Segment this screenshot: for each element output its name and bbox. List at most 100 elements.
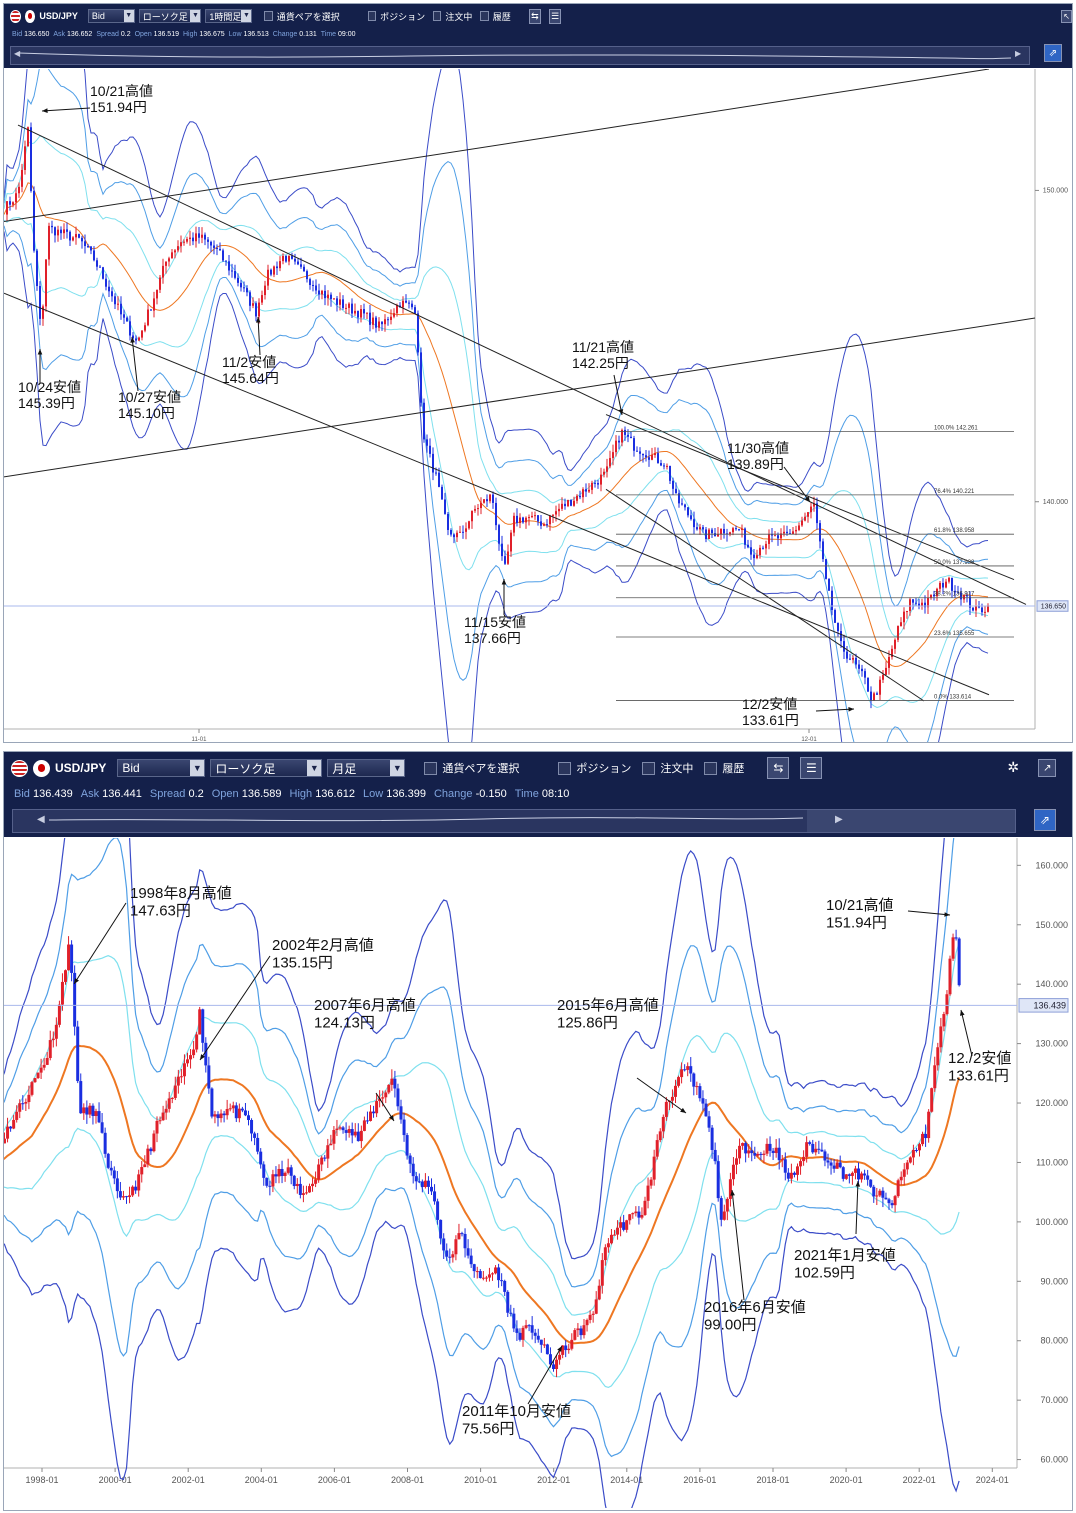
candle-body [456, 532, 458, 538]
scroll-right-icon[interactable]: ▶ [1015, 49, 1022, 58]
fibonacci-level-label: 0.0% 133.614 [934, 695, 972, 701]
select-pair-checkbox[interactable] [264, 11, 273, 21]
chart-settings-icon[interactable]: ☰ [549, 8, 562, 24]
candle-body [540, 521, 542, 526]
candle-body [384, 319, 386, 325]
timeframe-select[interactable]: 月足 ▼ [327, 759, 406, 777]
candle-body [207, 1065, 211, 1089]
candle-body [360, 309, 362, 318]
candle-body [228, 1108, 232, 1110]
candle-body [719, 1198, 723, 1220]
annotation-arrow [855, 1180, 859, 1235]
expand-icon[interactable]: ⇗ [1034, 809, 1056, 831]
candle-body [582, 489, 584, 498]
candle-body [750, 547, 752, 555]
candle-body [159, 277, 161, 290]
candle-body [457, 1233, 461, 1240]
price-side-value: Bid [122, 761, 140, 775]
candle-body [678, 493, 680, 504]
candle-body [866, 1175, 870, 1180]
candle-body [888, 657, 890, 668]
y-tick-label: 130.000 [1035, 1039, 1068, 1049]
candle-body [616, 1227, 620, 1235]
candle-body [503, 1280, 507, 1292]
candle-body [639, 451, 641, 454]
candle-body [333, 298, 335, 300]
chart-settings-icon[interactable]: ☰ [800, 757, 823, 779]
candle-body [852, 657, 854, 660]
candle-body [132, 335, 134, 339]
candle-body [948, 577, 950, 582]
expand-icon[interactable]: ⇗ [1044, 44, 1062, 62]
candle-body [509, 1312, 513, 1314]
candle-body [402, 300, 404, 308]
candle-body [735, 528, 737, 530]
candle-body [216, 247, 218, 249]
candle-body [57, 229, 59, 236]
candle-body [843, 641, 845, 652]
navigator-scrollbar[interactable]: ◀ ▶ [12, 809, 1016, 833]
history-checkbox[interactable] [480, 11, 489, 21]
popout-icon[interactable]: ↗ [1038, 759, 1057, 777]
draw-tool-icon[interactable]: ⇆ [528, 8, 541, 24]
candle-body [945, 581, 947, 588]
candle-body [519, 517, 521, 524]
x-tick-label: 2024-01 [976, 1475, 1009, 1485]
collapse-icon[interactable]: ↖ [1061, 9, 1072, 23]
price-side-select[interactable]: Bid ▼ [117, 759, 206, 777]
scroll-right-icon[interactable]: ▶ [835, 814, 843, 825]
navigator-sparkline [48, 810, 1015, 832]
candle-body [670, 1096, 674, 1101]
y-tick-label: 150.000 [1035, 920, 1068, 930]
candle-body [840, 631, 842, 642]
candle-body [100, 1122, 104, 1133]
candle-body [822, 541, 824, 560]
select-pair-checkbox[interactable] [424, 761, 438, 775]
current-price-box [1018, 998, 1069, 1013]
candle-body [729, 532, 731, 535]
candle-body [301, 1193, 305, 1195]
monthly-plot-area[interactable]: 160.000 150.000 140.000 130.000 120.000 110.0… [4, 752, 1072, 1510]
candle-body [243, 1110, 247, 1116]
scroll-left-icon[interactable]: ◀ [14, 49, 21, 58]
position-checkbox[interactable] [367, 11, 377, 21]
orders-checkbox[interactable] [433, 11, 442, 21]
candle-body [612, 452, 614, 459]
position-checkbox[interactable] [558, 761, 572, 775]
navigator-scrollbar[interactable]: ◀ ▶ [10, 46, 1030, 65]
price-side-select[interactable]: Bid ▼ [87, 9, 135, 23]
orders-checkbox[interactable] [642, 761, 656, 775]
candle-body [359, 1130, 363, 1142]
candle-body [872, 1186, 876, 1197]
chart-type-select[interactable]: ローソク足 ▼ [210, 759, 323, 777]
gear-icon[interactable]: ✲ [1007, 759, 1020, 775]
history-checkbox[interactable] [704, 761, 718, 775]
candle-body [426, 439, 428, 446]
scroll-left-icon[interactable]: ◀ [37, 814, 45, 825]
candle-body [128, 1195, 132, 1198]
currency-pair-label[interactable]: USD/JPY [39, 11, 78, 21]
candle-body [914, 1149, 918, 1151]
candle-body [648, 457, 650, 460]
candle-body [429, 445, 431, 454]
candle-body [698, 1086, 702, 1099]
timeframe-select[interactable]: 1時間足 ▼ [205, 9, 253, 23]
candle-body [618, 440, 620, 443]
candle-body [561, 503, 563, 509]
candle-body [478, 1271, 482, 1279]
currency-pair-label[interactable]: USD/JPY [55, 761, 107, 775]
candle-body [84, 241, 86, 247]
candle-body [353, 1131, 357, 1136]
quote-item-ask: Ask 136.652 [53, 30, 93, 38]
hourly-plot-area[interactable]: 150.000 140.000 11-01 12-01 136.650 100.0% 14… [4, 4, 1072, 742]
candle-body [939, 582, 941, 589]
annotation-value: 145.64円 [222, 370, 279, 386]
candle-body [231, 270, 233, 272]
candle-body [860, 1173, 864, 1180]
candle-body [350, 1129, 354, 1136]
chart-type-select[interactable]: ローソク足 ▼ [138, 9, 202, 23]
draw-tool-icon[interactable]: ⇆ [767, 757, 790, 779]
candle-body [204, 234, 206, 240]
